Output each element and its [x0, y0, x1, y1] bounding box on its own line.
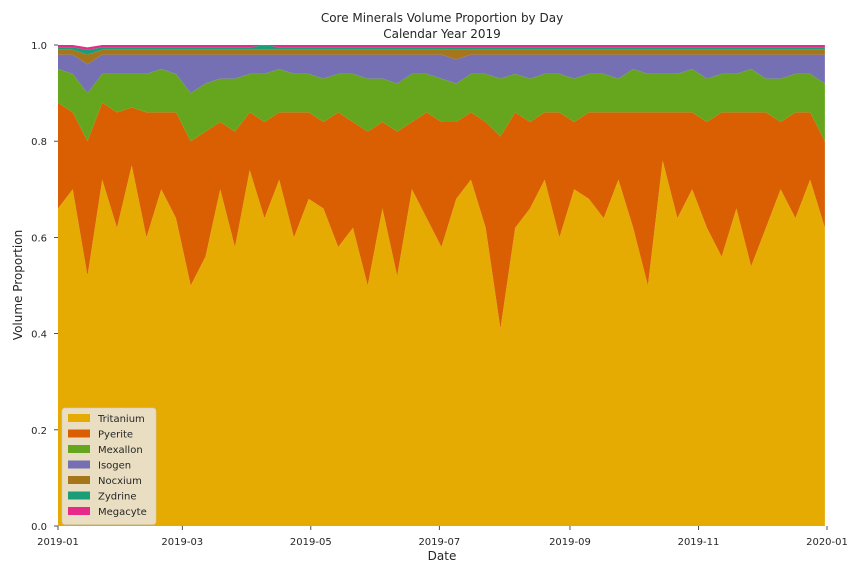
x-tick-label: 2019-03	[161, 537, 203, 548]
legend-swatch-pyerite	[68, 429, 90, 438]
legend-label-tritanium: Tritanium	[97, 414, 145, 425]
y-tick-label: 1.0	[31, 41, 47, 52]
legend-swatch-zydrine	[68, 491, 90, 500]
chart-title: Core Minerals Volume Proportion by Day	[321, 11, 563, 25]
legend: Tritanium Pyerite Mexallon Isogen Nocxium Zyd…	[61, 407, 157, 525]
x-tick-label: 2019-05	[290, 537, 332, 548]
y-tick-label: 0.6	[31, 233, 47, 244]
x-tick-label: 2019-09	[549, 537, 591, 548]
y-tick-label: 0.8	[31, 137, 47, 148]
area-zydrine	[58, 45, 825, 55]
area-tritanium	[58, 160, 825, 526]
x-tick-label: 2019-07	[418, 537, 460, 548]
legend-swatch-tritanium	[68, 414, 90, 422]
legend-label-isogen: Isogen	[98, 461, 131, 472]
chart-subtitle: Calendar Year 2019	[383, 27, 501, 41]
legend-swatch-megacyte	[68, 507, 90, 515]
legend-label-megacyte: Megacyte	[98, 507, 147, 518]
x-tick-label: 2019-11	[678, 537, 720, 548]
y-tick-label: 0.0	[31, 522, 47, 533]
legend-label-pyerite: Pyerite	[98, 430, 133, 441]
legend-label-zydrine: Zydrine	[98, 492, 137, 503]
plot-area	[58, 45, 825, 526]
y-axis-label: Volume Proportion	[11, 230, 25, 340]
area-isogen	[58, 54, 825, 94]
x-tick-label: 2019-01	[37, 537, 79, 548]
legend-swatch-nocxium	[68, 476, 90, 484]
legend-label-mexallon: Mexallon	[98, 445, 143, 456]
legend-swatch-mexallon	[68, 445, 90, 453]
area-nocxium	[58, 49, 825, 65]
y-tick-label: 0.2	[31, 426, 47, 437]
legend-swatch-isogen	[68, 460, 90, 469]
area-megacyte	[58, 45, 825, 50]
axes: 0.0 0.2 0.4 0.6 0.8 1.0 2019-01 2019-03 2019-05 2…	[31, 41, 848, 548]
x-tick-label: 2020-01	[806, 537, 848, 548]
legend-label-nocxium: Nocxium	[98, 476, 142, 487]
x-axis-label: Date	[428, 549, 457, 563]
y-tick-label: 0.4	[31, 330, 47, 341]
area-pyerite	[58, 102, 825, 329]
area-mexallon	[58, 69, 825, 142]
